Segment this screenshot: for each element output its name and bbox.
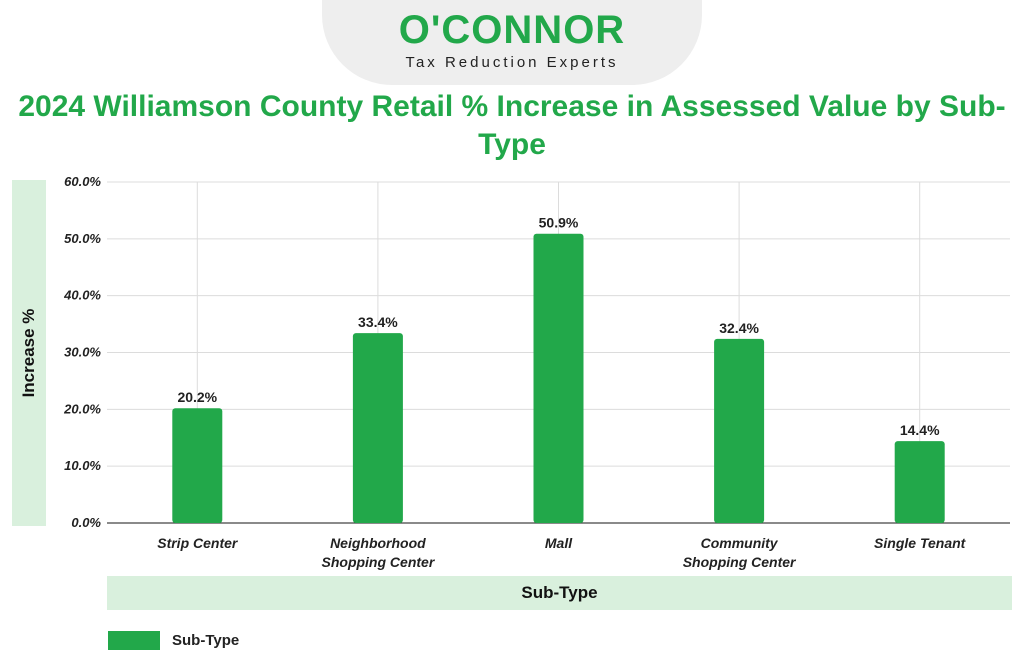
x-tick-label: Mall bbox=[545, 535, 573, 551]
data-label: 14.4% bbox=[900, 422, 940, 438]
y-tick-label: 0.0% bbox=[71, 515, 101, 530]
brand-logo: O'CONNOR bbox=[398, 8, 626, 52]
data-label: 50.9% bbox=[539, 215, 579, 231]
bar bbox=[714, 338, 765, 523]
brand-tagline: Tax Reduction Experts bbox=[405, 54, 619, 71]
x-tick-label: Shopping Center bbox=[683, 554, 797, 570]
x-tick-label: Single Tenant bbox=[874, 535, 967, 551]
x-tick-label: Community bbox=[701, 535, 779, 551]
x-axis-label: Sub-Type bbox=[521, 583, 598, 602]
data-label: 20.2% bbox=[177, 389, 217, 405]
y-tick-label: 60.0% bbox=[64, 174, 101, 189]
bar bbox=[172, 408, 223, 523]
legend-label: Sub-Type bbox=[172, 632, 240, 649]
y-tick-label: 10.0% bbox=[64, 458, 101, 473]
bar bbox=[894, 441, 945, 523]
legend-swatch bbox=[108, 631, 160, 650]
x-tick-label: Strip Center bbox=[157, 535, 239, 551]
chart-title: 2024 Williamson County Retail % Increase… bbox=[18, 90, 1006, 161]
bar bbox=[352, 333, 403, 523]
x-tick-label: Neighborhood bbox=[330, 535, 426, 551]
x-axis-label-band bbox=[107, 576, 1012, 610]
y-tick-label: 20.0% bbox=[63, 401, 101, 416]
y-tick-label: 30.0% bbox=[64, 345, 101, 360]
data-label: 32.4% bbox=[719, 320, 759, 336]
y-tick-label: 40.0% bbox=[63, 288, 101, 303]
bar bbox=[533, 233, 584, 524]
data-label: 33.4% bbox=[358, 314, 398, 330]
y-tick-label: 50.0% bbox=[64, 231, 101, 246]
logo-background bbox=[322, 0, 702, 85]
y-axis-label-band bbox=[12, 180, 46, 526]
x-tick-label: Shopping Center bbox=[322, 554, 436, 570]
